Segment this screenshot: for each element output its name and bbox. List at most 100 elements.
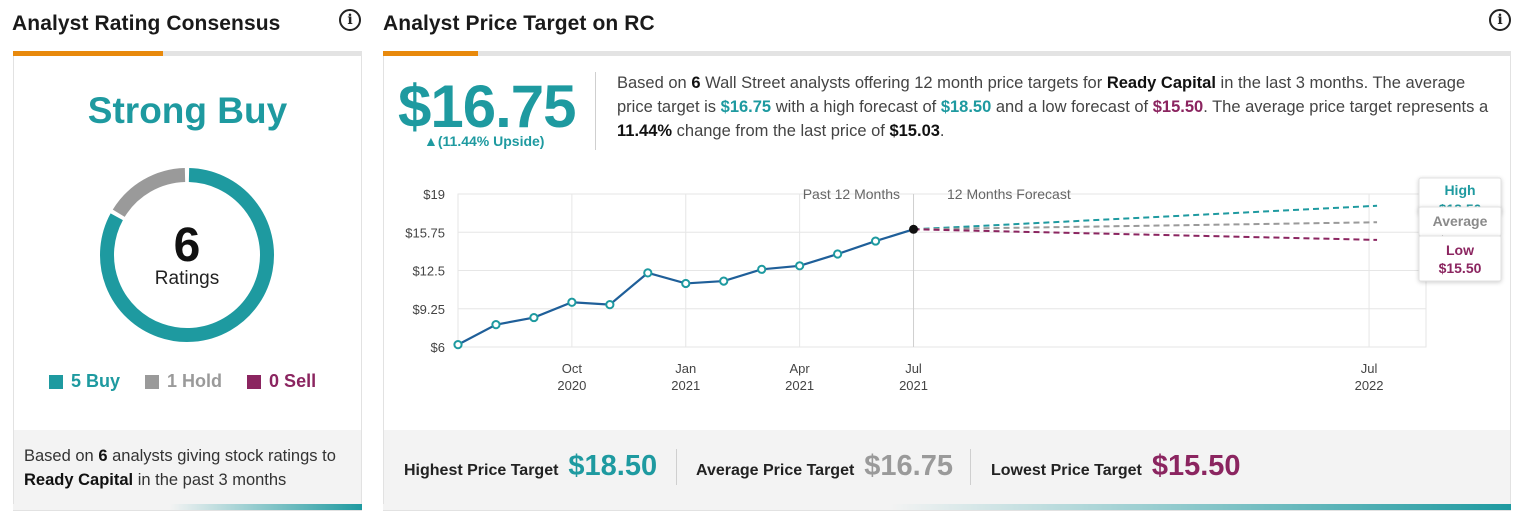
x-tick-month: Jan: [675, 361, 696, 376]
x-tick-month: Jul: [905, 361, 922, 376]
summary-low: $15.50: [1152, 98, 1204, 116]
forecast-low-value: $15.50: [1439, 260, 1482, 276]
price-point[interactable]: [567, 297, 577, 307]
stat-divider: [970, 449, 971, 485]
y-tick-label: $6: [431, 340, 445, 355]
x-tick-year: 2021: [899, 378, 928, 393]
summary-company[interactable]: Ready Capital: [1106, 74, 1216, 92]
price-point[interactable]: [453, 340, 463, 350]
price-point[interactable]: [681, 278, 691, 289]
rating-card-footer: [14, 430, 361, 505]
donut-segment-buy: [100, 168, 274, 342]
price-point[interactable]: [491, 320, 501, 330]
highest-value: $18.50: [568, 450, 658, 482]
info-icon[interactable]: i: [339, 9, 361, 31]
price-target-chart: $6 $9.25 $12.5 $15.75 $19 Oct 2020 Jan 2021 Apr 2…: [405, 177, 1502, 393]
rating-tab-accent: [13, 51, 163, 56]
legend-sell: 0 Sell: [247, 371, 316, 392]
highest-label: Highest Price Target: [404, 462, 559, 479]
target-panel-title: Analyst Price Target on RC: [383, 12, 655, 35]
forecast-high-line: [913, 204, 1378, 231]
forecast-low-label: Low: [1446, 242, 1474, 258]
price-point[interactable]: [529, 312, 539, 323]
footer-middle: analysts giving stock ratings to: [112, 447, 336, 465]
footer-company[interactable]: Ready Capital: [24, 471, 134, 489]
footer-count: 6: [98, 447, 108, 465]
summary-text-5: and a low forecast of: [995, 98, 1149, 116]
legend-hold: 1 Hold: [145, 371, 222, 392]
x-axis-ticks: Oct 2020 Jan 2021 Apr 2021 Jul 2021 Jul 2022: [557, 361, 1383, 393]
target-tab-bar: [383, 51, 1511, 56]
average-label: Average Price Target: [696, 462, 855, 479]
summary-high: $18.50: [940, 98, 992, 116]
x-tick-month: Apr: [790, 361, 811, 376]
price-point[interactable]: [795, 261, 805, 271]
footer-suffix: in the past 3 months: [137, 471, 287, 489]
lowest-value: $15.50: [1151, 450, 1241, 482]
target-summary: Based on 6 Wall Street analysts offering…: [617, 71, 1497, 143]
header-divider: [595, 72, 596, 150]
forecast-high-label: High: [1444, 182, 1475, 198]
price-series-points: [453, 236, 881, 350]
sell-swatch: [247, 374, 262, 389]
average-price-target: $16.75: [398, 73, 577, 140]
current-price-point[interactable]: [909, 224, 919, 234]
summary-avg: $16.75: [720, 98, 772, 116]
stat-lowest: Lowest Price Target $15.50: [991, 450, 1241, 483]
forecast-average-label: Average: [1433, 213, 1488, 229]
ratings-donut: [100, 168, 274, 342]
y-axis-ticks: $6 $9.25 $12.5 $15.75 $19: [405, 187, 445, 355]
price-point[interactable]: [605, 300, 615, 310]
x-tick-month: Jul: [1361, 361, 1378, 376]
ratings-label: Ratings: [154, 268, 220, 289]
summary-analyst-count: 6: [691, 74, 701, 92]
summary-text-1: Based on: [617, 74, 687, 92]
consensus-label: Strong Buy: [87, 90, 288, 131]
target-tab-accent: [383, 51, 478, 56]
forecast-average-value: $16.75: [1439, 232, 1482, 248]
x-tick-year: 2021: [671, 378, 700, 393]
y-tick-label: $12.5: [412, 264, 445, 279]
y-tick-label: $15.75: [405, 225, 445, 240]
average-value: $16.75: [864, 450, 953, 482]
upside-label: ▲(11.44% Upside): [424, 133, 545, 149]
legend-hold-label: 1 Hold: [167, 371, 223, 391]
summary-text-3: in the last 3 months. The average price …: [617, 74, 1466, 116]
x-tick-year: 2021: [785, 378, 814, 393]
info-icon-target[interactable]: i: [1489, 9, 1511, 31]
summary-last-price: $15.03: [889, 122, 940, 140]
stat-highest: Highest Price Target $18.50: [404, 450, 657, 483]
ratings-legend: 5 Buy 1 Hold 0 Sell: [49, 371, 316, 392]
summary-text-4: with a high forecast of: [775, 98, 937, 116]
summary-text-6: . The average price target represents a: [1203, 98, 1489, 116]
rating-bottom-bar: [13, 504, 362, 510]
price-point[interactable]: [757, 264, 767, 274]
footer-prefix: Based on: [24, 447, 94, 465]
price-point[interactable]: [870, 236, 881, 246]
price-point[interactable]: [719, 276, 729, 286]
summary-text-8: .: [939, 122, 945, 140]
y-tick-label: $9.25: [412, 302, 445, 317]
x-tick-year: 2022: [1355, 378, 1384, 393]
legend-sell-label: 0 Sell: [269, 371, 317, 391]
x-tick-month: Oct: [562, 361, 583, 376]
rating-tab-bar: [13, 51, 362, 56]
x-tick-year: 2020: [557, 378, 586, 393]
forecast-average-line: [913, 221, 1378, 231]
stat-divider: [676, 449, 677, 485]
forecast-lines: [913, 204, 1378, 241]
price-point[interactable]: [833, 249, 843, 259]
hold-swatch: [145, 374, 160, 389]
summary-text-7: change from the last price of: [676, 122, 885, 140]
price-point[interactable]: [643, 268, 653, 278]
forecast-low-box[interactable]: [1418, 235, 1502, 282]
section-label-past: Past 12 Months: [803, 186, 900, 202]
price-target-stats: Highest Price Target $18.50 Average Pric…: [384, 430, 1510, 504]
legend-buy: 5 Buy: [49, 371, 120, 392]
donut-segment-hold: [112, 168, 186, 218]
y-tick-label: $19: [423, 187, 445, 202]
target-bottom-bar: [383, 504, 1511, 510]
summary-pct: 11.44%: [617, 122, 673, 140]
rating-panel-title: Analyst Rating Consensus: [12, 12, 281, 35]
